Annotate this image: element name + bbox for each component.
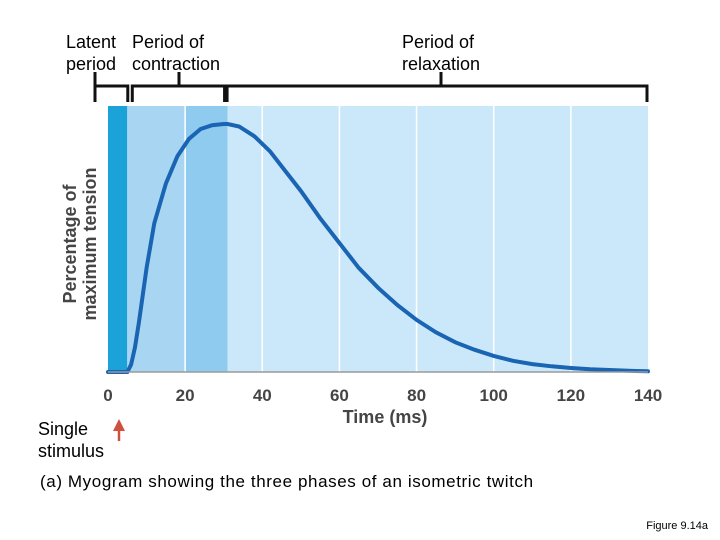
y-axis-label-line2: maximum tension bbox=[80, 167, 100, 320]
relaxation-bracket bbox=[225, 72, 649, 102]
x-tick-label: 20 bbox=[176, 386, 195, 405]
tension-curve bbox=[106, 122, 650, 374]
relaxation-phase-band bbox=[227, 106, 649, 372]
contraction-period-label: Period of contraction bbox=[132, 32, 221, 74]
stimulus-arrow bbox=[113, 419, 125, 441]
x-tick-label: 120 bbox=[557, 386, 585, 405]
figure-id: Figure 9.14a bbox=[646, 520, 708, 532]
latent-phase-band bbox=[108, 106, 128, 372]
x-tick-label: 100 bbox=[480, 386, 508, 405]
x-tick-label: 0 bbox=[103, 386, 112, 405]
latent-bracket bbox=[93, 72, 130, 102]
y-axis-label-line1: Percentage of bbox=[60, 183, 80, 303]
stimulus-label: Single stimulus bbox=[38, 419, 105, 461]
x-tick-label: 40 bbox=[253, 386, 272, 405]
figure-caption: (a) Myogram showing the three phases of … bbox=[40, 472, 534, 491]
x-tick-label: 80 bbox=[407, 386, 426, 405]
latent-period-label: Latent period bbox=[66, 32, 117, 74]
x-tick-label: 140 bbox=[634, 386, 662, 405]
contraction-bracket bbox=[130, 72, 227, 102]
relaxation-period-label: Period of relaxation bbox=[402, 32, 481, 74]
x-axis-label: Time (ms) bbox=[343, 407, 428, 427]
x-tick-label: 60 bbox=[330, 386, 349, 405]
